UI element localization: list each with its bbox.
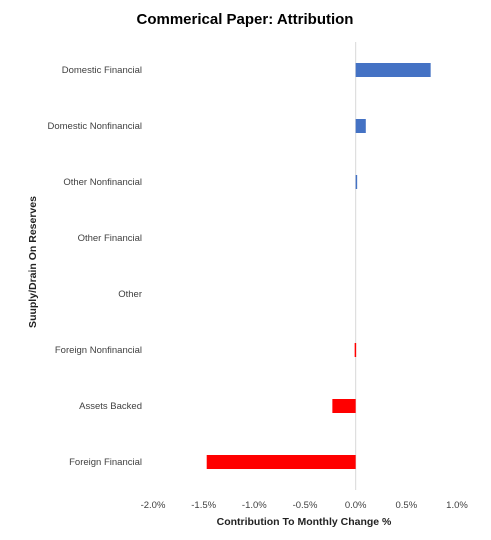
x-tick-label: 1.0% (446, 500, 468, 511)
x-tick-label: 0.0% (345, 500, 367, 511)
chart-title: Commerical Paper: Attribution (137, 11, 354, 28)
bar (332, 399, 356, 413)
x-tick-label: -1.5% (191, 500, 216, 511)
x-tick-label: -1.0% (242, 500, 267, 511)
x-tick-label: 0.5% (396, 500, 418, 511)
category-label: Foreign Financial (69, 457, 142, 468)
bar (355, 119, 366, 133)
x-tick-label: -2.0% (141, 500, 166, 511)
bar (206, 455, 356, 469)
plot-area: Domestic Financial Domestic Nonfinancial O… (47, 42, 468, 511)
bar (355, 175, 358, 189)
category-label: Other (118, 289, 142, 300)
category-label: Domestic Financial (62, 65, 142, 76)
y-axis-title: Suuply/Drain On Reserves (27, 196, 39, 328)
x-axis-title: Contribution To Monthly Change % (217, 516, 392, 528)
category-label: Other Financial (78, 233, 142, 244)
x-tick-label: -0.5% (293, 500, 318, 511)
category-label: Domestic Nonfinancial (47, 121, 142, 132)
bar (355, 63, 431, 77)
bar (354, 343, 357, 357)
category-label: Assets Backed (79, 401, 142, 412)
category-label: Foreign Nonfinancial (55, 345, 142, 356)
category-label: Other Nonfinancial (63, 177, 142, 188)
